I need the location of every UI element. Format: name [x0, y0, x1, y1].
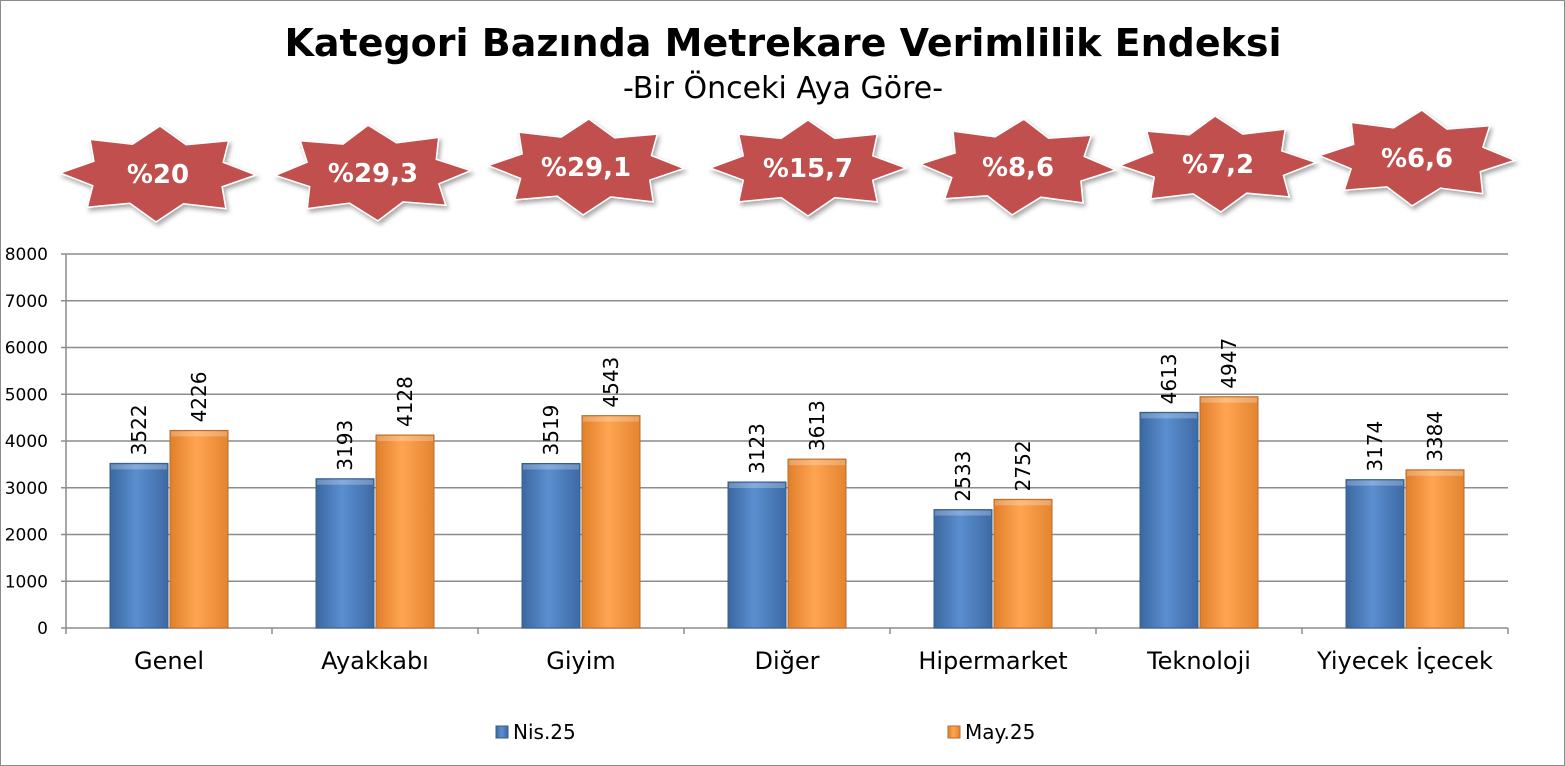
gridlines [66, 253, 1508, 582]
legend-swatch [947, 725, 961, 739]
starburst-shape [1316, 109, 1518, 207]
data-label: 4947 [1217, 338, 1241, 389]
change-badge-label: %7,2 [1182, 150, 1254, 180]
data-label: 3174 [1363, 421, 1387, 472]
data-label: 4613 [1157, 353, 1181, 404]
bar-highlight [317, 479, 373, 485]
bar-nis25 [727, 481, 787, 629]
change-badge-label: %29,1 [541, 153, 631, 183]
bar-may25 [787, 458, 847, 629]
data-label: 4128 [393, 376, 417, 427]
bar-highlight [729, 482, 785, 488]
x-tick-label: Ayakkabı [321, 647, 429, 675]
change-badge-label: %20 [127, 160, 189, 190]
x-axis: Genel Ayakkabı Giyim Diğer Hipermarket Teknol… [65, 627, 1509, 675]
bar-nis25 [933, 509, 993, 629]
starburst-shape [707, 119, 909, 217]
starburst-shape [57, 125, 259, 223]
bar-nis25 [521, 462, 581, 629]
y-tick-label: 7000 [5, 292, 48, 312]
chart-title: Kategori Bazında Metrekare Verimlilik En… [284, 21, 1281, 65]
change-badge: %15,7 [707, 119, 909, 217]
bar-may25 [375, 434, 435, 629]
bar-highlight [995, 500, 1051, 506]
data-label: 3193 [333, 420, 357, 471]
y-tick-label: 1000 [5, 572, 48, 592]
x-tick-label: Hipermarket [918, 647, 1067, 675]
bar-nis25 [1345, 479, 1405, 629]
bar-highlight [111, 464, 167, 470]
data-label: 3519 [539, 405, 563, 456]
x-tick-label: Giyim [546, 647, 616, 675]
bar-highlight [1407, 470, 1463, 476]
bar-may25 [169, 429, 229, 629]
bar-nis25 [109, 462, 169, 629]
change-badge-label: %8,6 [982, 153, 1054, 183]
x-tick-label: Diğer [754, 647, 819, 675]
legend-entry: May.25 [947, 720, 1035, 744]
change-badges: %20 %29,3 %29,1 %15,7 %8,6 %7,2 %6,6 [57, 109, 1518, 223]
change-badge-label: %29,3 [328, 159, 418, 189]
y-tick-label: 0 [37, 619, 48, 639]
data-label: 3522 [127, 404, 151, 455]
x-tick-label: Genel [134, 647, 204, 675]
x-tick-label: Teknoloji [1146, 647, 1251, 675]
y-tick-label: 2000 [5, 526, 48, 546]
bar-highlight [935, 510, 991, 516]
y-tick-label: 6000 [5, 339, 48, 359]
change-badge: %29,3 [272, 124, 474, 222]
starburst-shape [485, 118, 687, 216]
change-badge-label: %15,7 [763, 154, 853, 184]
y-tick-label: 5000 [5, 385, 48, 405]
data-label: 3613 [805, 400, 829, 451]
bar-highlight [1201, 397, 1257, 403]
data-label: 2533 [951, 451, 975, 502]
bar-may25 [1405, 469, 1465, 629]
y-axis: 0 1000 2000 3000 4000 5000 6000 7000 8000 [5, 245, 67, 639]
change-badge-label: %6,6 [1381, 144, 1453, 174]
y-tick-label: 4000 [5, 432, 48, 452]
x-tick-label: Yiyecek İçecek [1316, 646, 1493, 675]
legend-label: Nis.25 [513, 720, 576, 744]
change-badge: %29,1 [485, 118, 687, 216]
change-badge: %6,6 [1316, 109, 1518, 207]
change-badge: %7,2 [1117, 115, 1319, 213]
starburst-shape [272, 124, 474, 222]
legend-swatch [495, 725, 509, 739]
data-label: 2752 [1011, 440, 1035, 491]
change-badge: %8,6 [918, 118, 1118, 216]
bars [109, 396, 1465, 629]
bar-may25 [993, 498, 1053, 629]
y-tick-label: 8000 [5, 245, 48, 265]
starburst-shape [1117, 115, 1319, 213]
legend: Nis.25 May.25 [495, 720, 1035, 744]
bar-may25 [1199, 396, 1259, 629]
legend-entry: Nis.25 [495, 720, 576, 744]
data-label: 3123 [745, 423, 769, 474]
y-tick-label: 3000 [5, 479, 48, 499]
bar-highlight [789, 460, 845, 466]
bar-highlight [171, 431, 227, 437]
bar-nis25 [1139, 411, 1199, 629]
data-labels: 3522 3193 3519 3123 2533 4613 3174 4226 4128 4543… [127, 338, 1447, 502]
legend-label: May.25 [965, 720, 1035, 744]
bar-highlight [377, 436, 433, 442]
chart-subtitle: -Bir Önceki Aya Göre- [623, 70, 943, 106]
bar-highlight [523, 464, 579, 470]
data-label: 4226 [187, 372, 211, 423]
bar-highlight [1347, 480, 1403, 486]
bar-nis25 [315, 478, 375, 629]
starburst-shape [918, 118, 1118, 216]
bar-highlight [583, 416, 639, 422]
data-label: 4543 [599, 357, 623, 408]
change-badge: %20 [57, 125, 259, 223]
bar-highlight [1141, 413, 1197, 419]
data-label: 3384 [1423, 411, 1447, 462]
bar-may25 [581, 415, 641, 629]
